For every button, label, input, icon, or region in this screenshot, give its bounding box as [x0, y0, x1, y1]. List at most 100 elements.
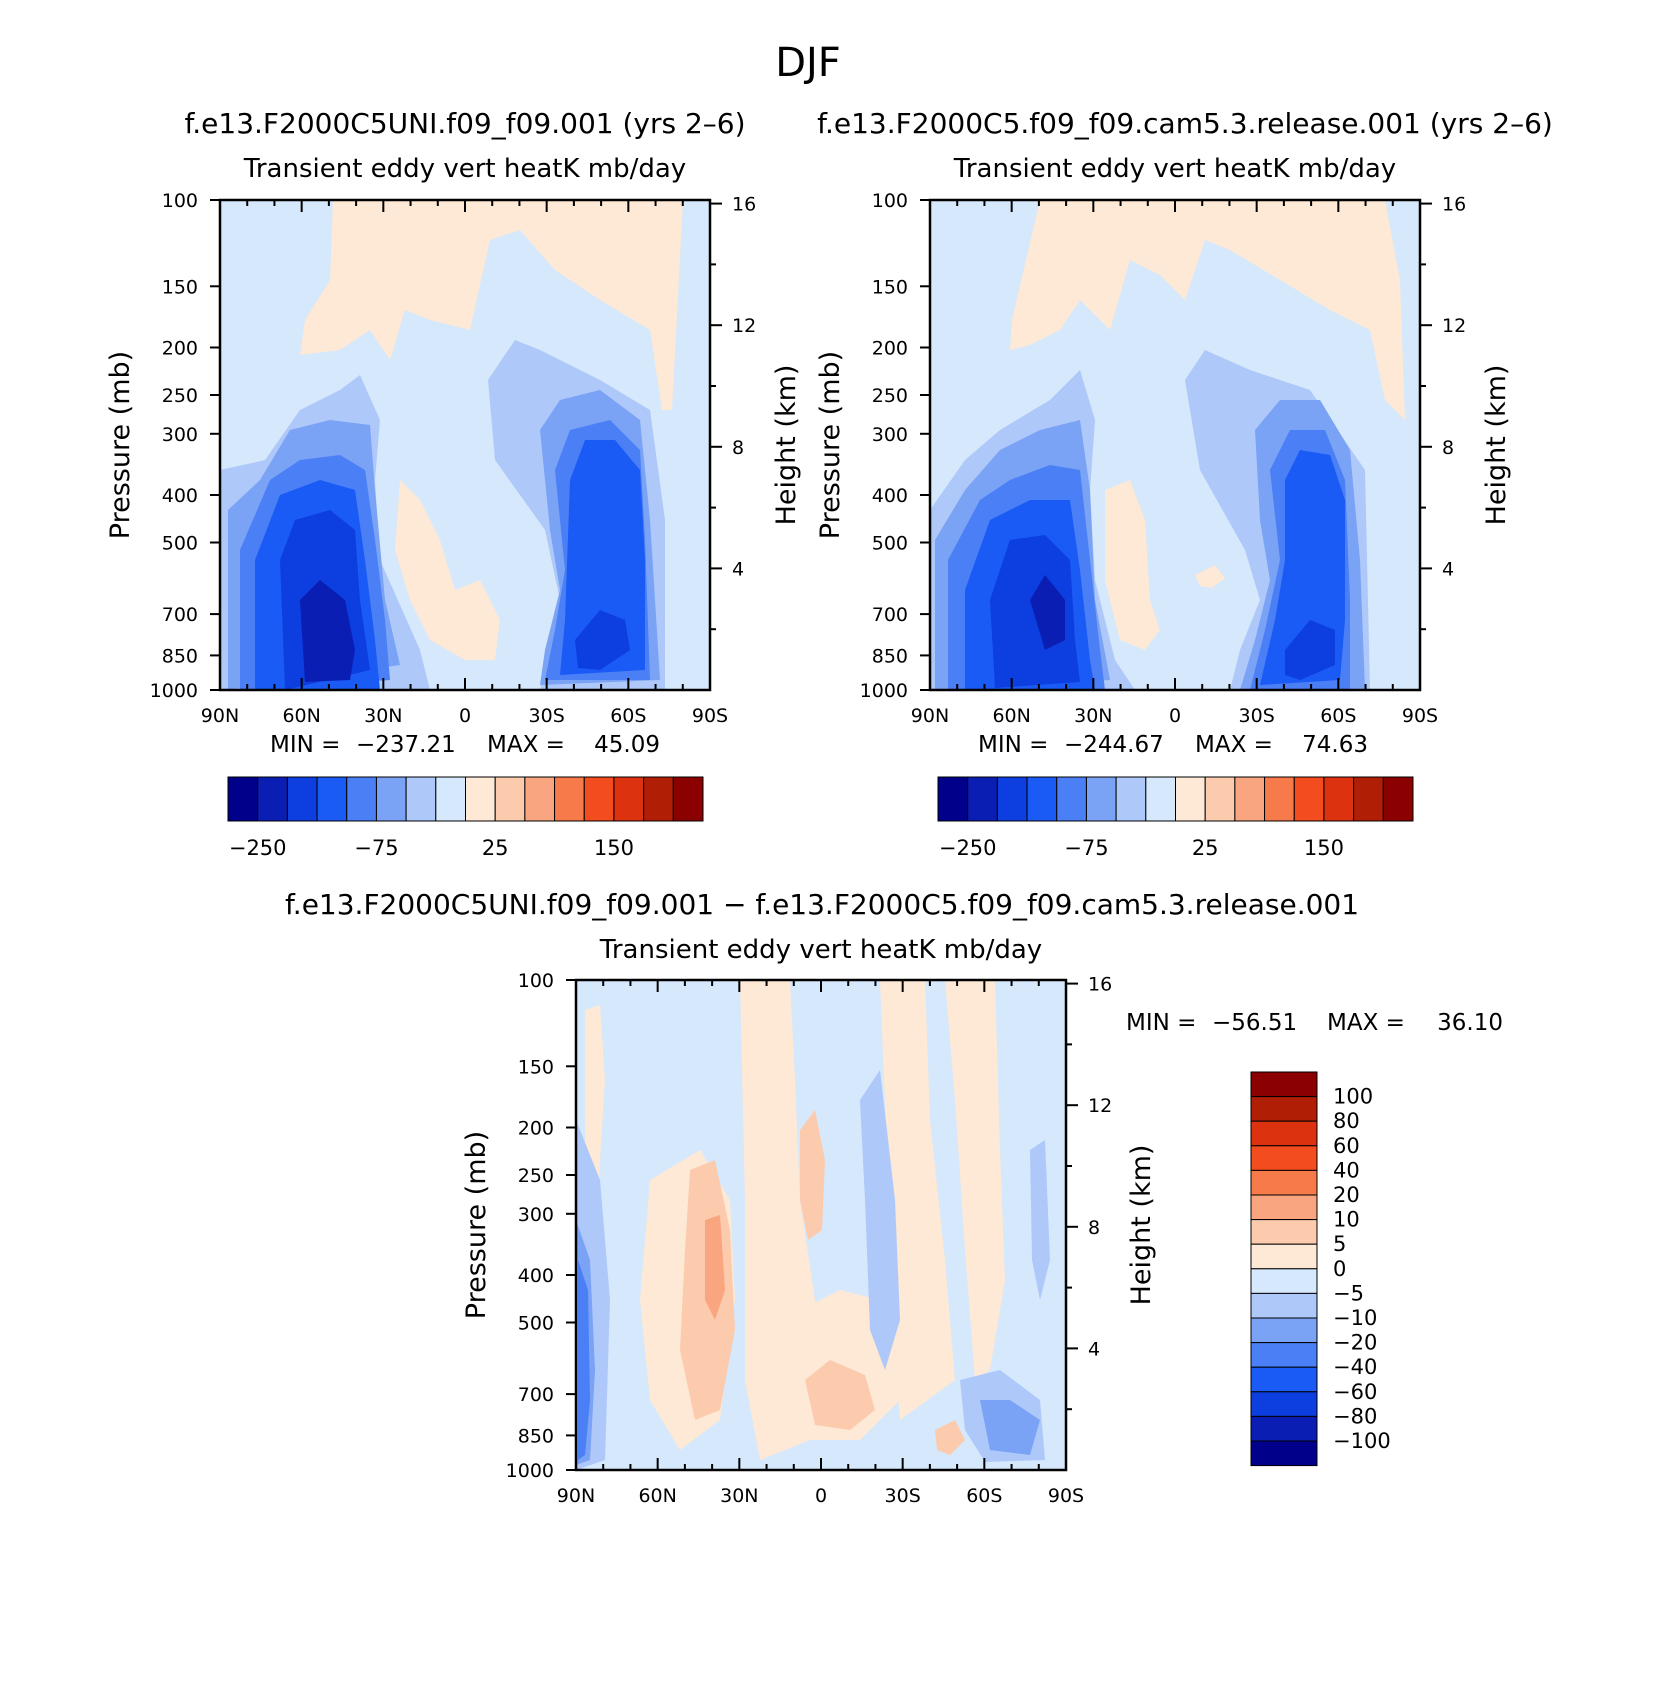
- colorbar-swatch: [435, 776, 466, 822]
- y-tick-label: 500: [518, 1312, 554, 1334]
- colorbar-swatch: [937, 776, 969, 822]
- colorbar-swatch: [1250, 1317, 1318, 1344]
- x-tick-label: 90N: [201, 705, 239, 727]
- y-axis-label-right-test: Height (km): [771, 365, 802, 526]
- colorbar-label: −75: [354, 836, 398, 860]
- max-value-test: 45.09: [594, 732, 660, 758]
- minmax-test: MIN = −237.21 MAX = 45.09: [270, 732, 660, 758]
- y-right-tick-label: 12: [1088, 1095, 1112, 1117]
- y-right-tick-label: 8: [1442, 437, 1454, 459]
- y-tick-label: 850: [518, 1425, 554, 1447]
- x-tick-label: 90N: [911, 705, 949, 727]
- y-right-tick-label: 4: [1088, 1338, 1100, 1360]
- y-tick-label: 150: [872, 276, 908, 298]
- contour-sh-band-5: [1285, 620, 1335, 680]
- y-tick-label: 700: [162, 604, 198, 626]
- colorbar-control: −250 −75 25 150: [937, 776, 1414, 860]
- axis-ticks-control: 90N 60N 30N 0 30S 60S 90S 100 150 200 250 300 400 500…: [860, 190, 1467, 727]
- colorbar-swatch: [286, 776, 318, 822]
- y-axis-label-left-test: Pressure (mb): [105, 351, 136, 539]
- colorbar-label: −100: [1333, 1429, 1391, 1453]
- colorbar-swatch: [524, 776, 556, 822]
- contour-band-6: [300, 580, 355, 682]
- colorbar-label: 25: [1192, 836, 1219, 860]
- min-label-difference: MIN =: [1126, 1010, 1196, 1036]
- colorbar-swatch: [494, 776, 526, 822]
- x-tick-label: 60N: [638, 1485, 676, 1507]
- colorbar-label: −20: [1333, 1331, 1377, 1355]
- colorbar-swatch: [1115, 776, 1147, 822]
- y-tick-label: 300: [518, 1204, 554, 1226]
- x-tick-label: 60S: [610, 705, 646, 727]
- colorbar-swatch: [1250, 1194, 1318, 1221]
- contour-sh-band-4: [560, 440, 645, 675]
- y-tick-label: 250: [518, 1165, 554, 1187]
- colorbar-swatch: [1204, 776, 1236, 822]
- colorbar-swatch: [1382, 776, 1414, 822]
- x-tick-label: 60N: [992, 705, 1030, 727]
- colorbar-label: 20: [1333, 1183, 1360, 1207]
- colorbar-swatch: [227, 776, 259, 822]
- colorbar-swatch: [554, 776, 585, 822]
- x-tick-label: 60N: [282, 705, 320, 727]
- panel-case-label-control: f.e13.F2000C5.f09_f09.cam5.3.release.001…: [817, 107, 1553, 140]
- x-tick-label: 30S: [885, 1485, 921, 1507]
- y-axis-label-right-control: Height (km): [1481, 365, 1512, 526]
- y-right-tick-label: 8: [1088, 1217, 1100, 1239]
- colorbar-swatch: [346, 776, 377, 822]
- panel-subtitle-control: Transient eddy vert heatK mb/day: [953, 154, 1396, 184]
- y-tick-label: 300: [872, 424, 908, 446]
- y-tick-label: 850: [872, 645, 908, 667]
- contour-band-6: [1030, 575, 1065, 650]
- colorbar-swatch: [672, 776, 704, 822]
- x-tick-label: 90S: [1048, 1485, 1084, 1507]
- y-tick-label: 100: [872, 190, 908, 212]
- contour-negative-10-b: [980, 1400, 1040, 1455]
- y-right-tick-label: 8: [732, 437, 744, 459]
- colorbar-test: −250 −75 25 150: [227, 776, 704, 860]
- colorbar-swatch: [465, 776, 496, 822]
- panel-subtitle-difference: Transient eddy vert heatK mb/day: [599, 935, 1042, 965]
- x-tick-label: 30N: [364, 705, 402, 727]
- colorbar-label: 150: [594, 836, 634, 860]
- colorbar-swatch: [405, 776, 437, 822]
- colorbar-label: 0: [1333, 1257, 1346, 1281]
- panel-case-label-difference: f.e13.F2000C5UNI.f09_f09.001 − f.e13.F20…: [285, 888, 1359, 921]
- contour-positive-mid: [1105, 480, 1160, 650]
- colorbar-label: 150: [1304, 836, 1344, 860]
- colorbar-label: −60: [1333, 1380, 1377, 1404]
- min-label-test: MIN =: [270, 732, 340, 758]
- max-value-difference: 36.10: [1437, 1010, 1503, 1036]
- panel-subtitle-test: Transient eddy vert heatK mb/day: [243, 154, 686, 184]
- max-value-control: 74.63: [1302, 732, 1368, 758]
- contour-positive-eq-low: [805, 1360, 875, 1430]
- axis-ticks-test: 90N 60N 30N 0 30S 60S 90S 100 150 200 250 300 400 500…: [150, 190, 757, 727]
- min-label-control: MIN =: [978, 732, 1048, 758]
- x-tick-label: 0: [1169, 705, 1181, 727]
- colorbar-swatch: [1145, 776, 1176, 822]
- y-tick-label: 100: [518, 970, 554, 992]
- x-tick-label: 60S: [1320, 705, 1356, 727]
- y-tick-label: 850: [162, 645, 198, 667]
- contour-positive-sh: [935, 1420, 965, 1455]
- y-right-tick-label: 16: [732, 194, 756, 216]
- y-tick-label: 700: [518, 1384, 554, 1406]
- max-label-control: MAX =: [1195, 732, 1273, 758]
- y-tick-label: 300: [162, 424, 198, 446]
- x-tick-label: 60S: [966, 1485, 1002, 1507]
- y-right-tick-label: 12: [732, 315, 756, 337]
- min-value-difference: −56.51: [1212, 1010, 1297, 1036]
- y-tick-label: 400: [518, 1265, 554, 1287]
- contour-positive-upper: [300, 200, 683, 410]
- y-tick-label: 400: [162, 485, 198, 507]
- colorbar-label: −75: [1064, 836, 1108, 860]
- max-label-test: MAX =: [487, 732, 565, 758]
- contour-positive-eq: [800, 1110, 825, 1240]
- colorbar-swatch: [613, 776, 645, 822]
- colorbar-swatch: [1250, 1145, 1318, 1171]
- min-value-control: −244.67: [1064, 732, 1164, 758]
- y-tick-label: 200: [518, 1118, 554, 1140]
- y-tick-label: 250: [162, 385, 198, 407]
